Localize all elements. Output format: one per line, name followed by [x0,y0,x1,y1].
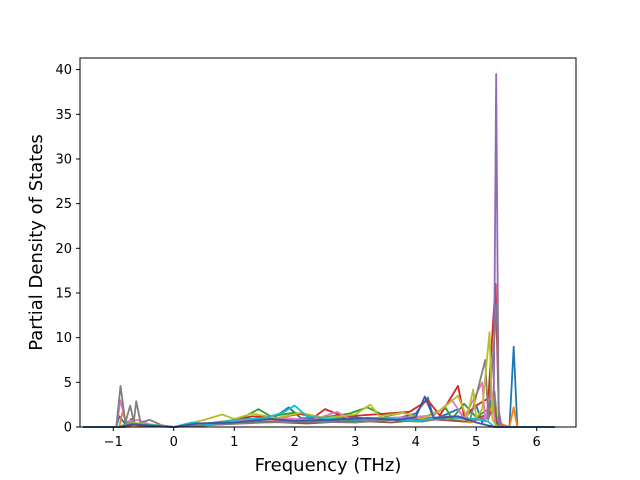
y-axis: 0 5 10 15 20 25 30 35 40 [55,63,80,436]
x-axis: −1 0 1 2 3 4 5 6 [104,427,541,450]
y-tick-label: 10 [55,331,72,346]
y-axis-label: Partial Density of States [26,134,47,351]
x-tick-label: 3 [351,435,359,450]
x-tick-label: 5 [472,435,480,450]
y-tick-label: 15 [55,286,72,301]
series-line-8 [83,302,555,428]
y-tick-label: 40 [55,63,72,78]
x-tick-label: 4 [412,435,420,450]
y-tick-label: 35 [55,108,72,123]
series-line-9 [83,331,555,428]
x-tick-label: 6 [533,435,541,450]
x-tick-label: −1 [104,435,123,450]
y-tick-label: 5 [64,376,72,391]
y-tick-label: 25 [55,197,72,212]
x-tick-label: 0 [170,435,178,450]
x-axis-label: Frequency (THz) [255,455,402,476]
y-tick-label: 20 [55,242,72,257]
y-tick-label: 30 [55,152,72,167]
x-tick-label: 2 [291,435,299,450]
y-tick-label: 0 [64,421,72,436]
plot-frame [79,57,577,428]
x-tick-label: 1 [230,435,238,450]
